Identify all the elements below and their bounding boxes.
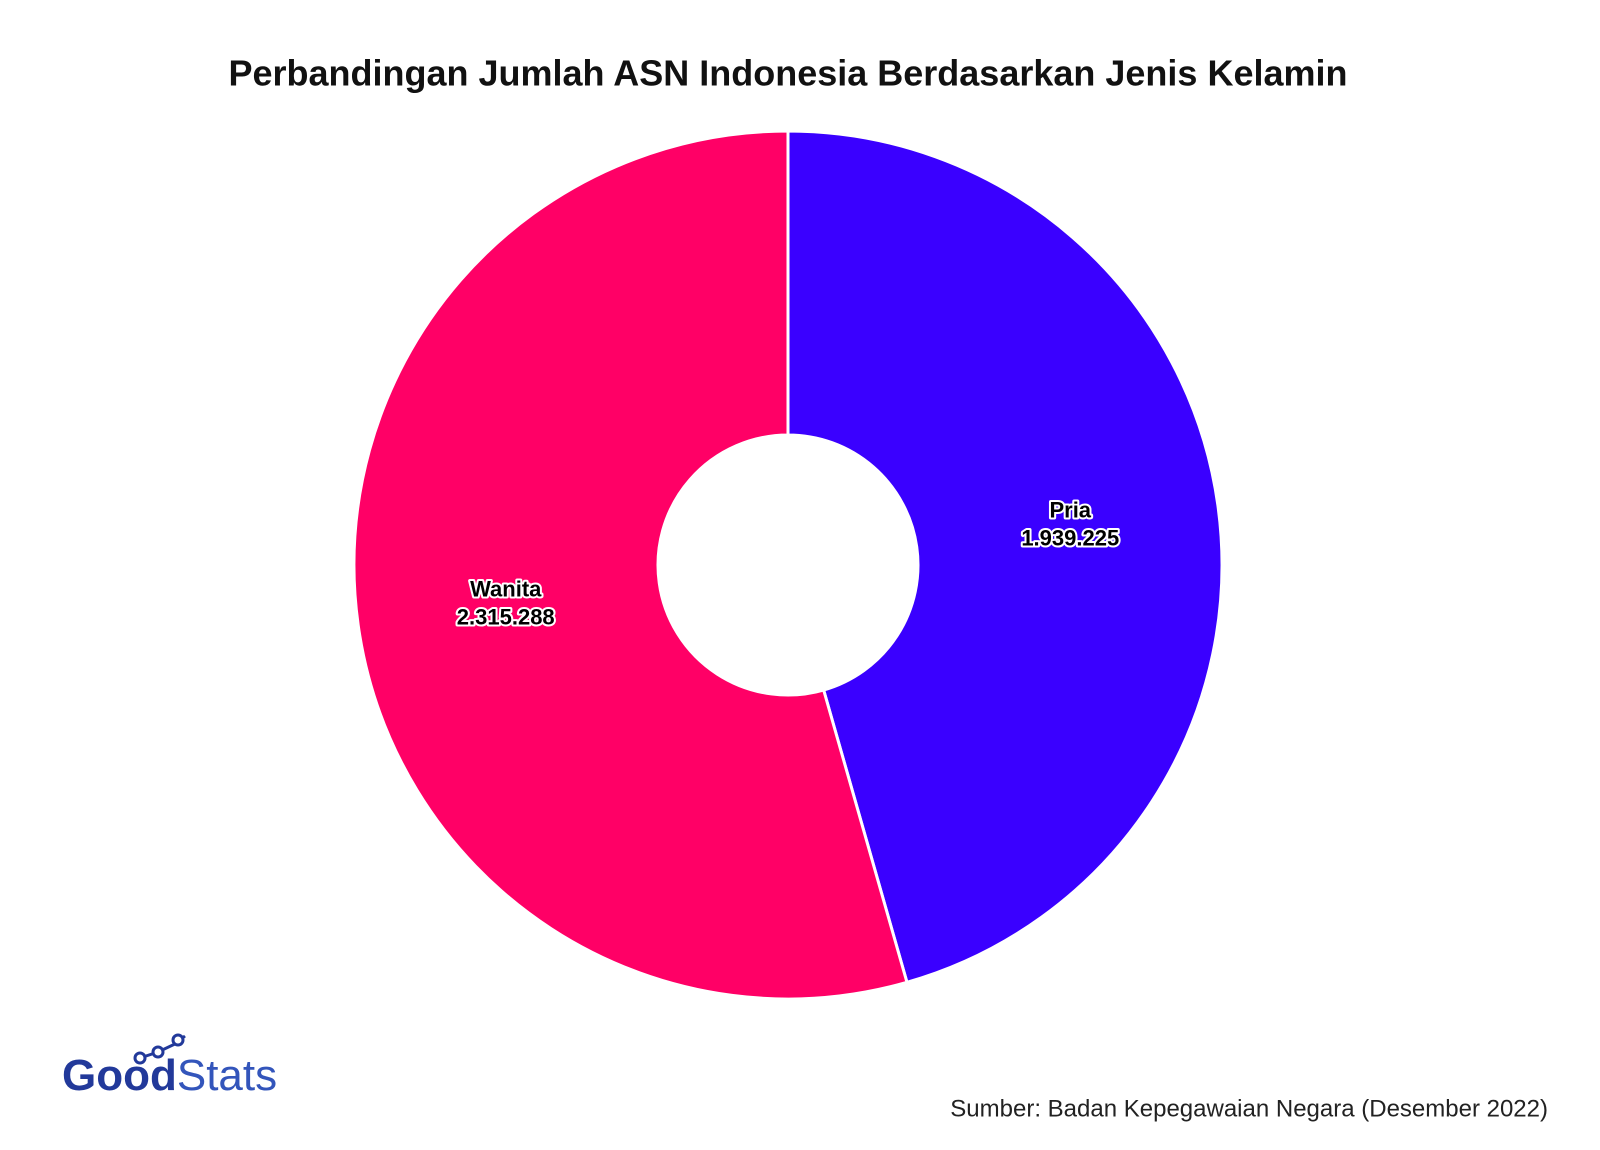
logo-dot <box>151 1045 165 1059</box>
source: Sumber: Badan Kepegawaian Negara (Desemb… <box>950 1095 1548 1122</box>
logo-text: GoodStats <box>62 1051 277 1100</box>
value-label: 2.315.288 <box>457 604 555 629</box>
donut <box>352 129 1224 1001</box>
category-label: Pria <box>1049 497 1091 522</box>
category-label: Wanita <box>470 576 542 601</box>
wedge <box>352 129 909 1001</box>
value-label: 1.939.225 <box>1021 525 1119 550</box>
logo-good: Good <box>62 1051 177 1100</box>
logo: GoodStats <box>62 1033 277 1100</box>
labels: Pria 1.939.225 Wanita 2.315.288 <box>455 495 1121 631</box>
logo-stats: Stats <box>177 1051 277 1100</box>
wedge <box>786 129 1224 985</box>
logo-dot <box>133 1051 147 1065</box>
logo-dot <box>171 1033 185 1047</box>
chart-title: Perbandingan Jumlah ASN Indonesia Berdas… <box>228 53 1347 94</box>
